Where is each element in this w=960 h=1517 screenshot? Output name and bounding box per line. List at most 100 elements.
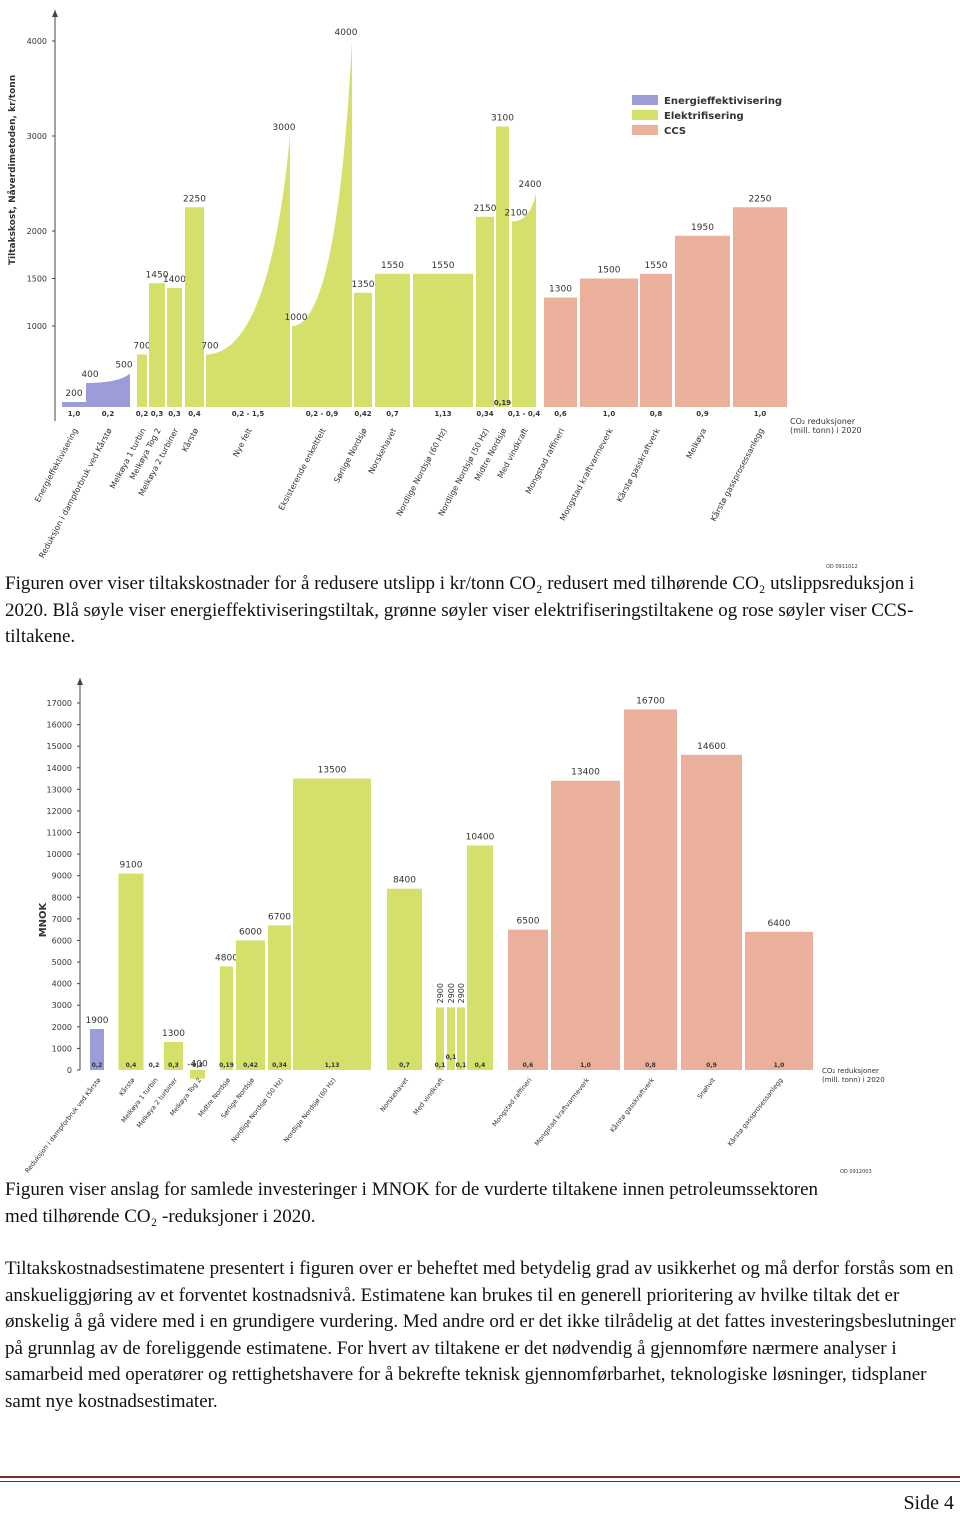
bar bbox=[508, 929, 548, 1070]
bar bbox=[236, 940, 265, 1070]
co2-label: 1,0 bbox=[754, 410, 767, 418]
co2-label: 0,34 bbox=[272, 1062, 287, 1069]
y-tick-label: 8000 bbox=[52, 893, 72, 902]
y-axis-label: MNOK bbox=[38, 901, 49, 937]
x-tick-label: Mongstad kraftvarmeverk bbox=[533, 1076, 591, 1147]
page-number: Side 4 bbox=[903, 1492, 954, 1514]
range-area bbox=[206, 136, 290, 407]
value-label: 1950 bbox=[691, 223, 714, 233]
co2-label: 0,19 bbox=[494, 399, 511, 407]
bar bbox=[185, 207, 204, 407]
value-label: 3100 bbox=[491, 114, 514, 124]
value-label: 400 bbox=[81, 370, 98, 380]
bar bbox=[745, 931, 813, 1070]
y-axis-label: Tiltakskost, Nåverdimetoden, kr/tonn bbox=[7, 75, 18, 265]
x-tick-label: Norskehavet bbox=[367, 427, 399, 476]
y-tick-label: 2000 bbox=[27, 227, 47, 236]
bar bbox=[436, 1007, 444, 1070]
co2-label: 1,13 bbox=[325, 1062, 340, 1069]
co2-label: 1,0 bbox=[603, 410, 616, 418]
bar bbox=[496, 126, 509, 407]
bar bbox=[640, 273, 672, 407]
value-label: 6400 bbox=[768, 919, 791, 929]
value-label: 2250 bbox=[183, 194, 206, 204]
co2-label: 0,42 bbox=[354, 410, 371, 418]
co2-label: 0,3 bbox=[151, 410, 164, 418]
y-tick-label: 5000 bbox=[52, 958, 72, 967]
bar bbox=[167, 288, 182, 407]
value-label: 1400 bbox=[163, 275, 186, 285]
y-tick-label: 6000 bbox=[52, 936, 72, 945]
x-tick-label: Mongstad raffineri bbox=[491, 1076, 534, 1128]
co2-label: 0,8 bbox=[645, 1062, 656, 1069]
bar bbox=[375, 273, 410, 407]
co2-label: 0,2 - 0,9 bbox=[306, 410, 339, 418]
y-tick-label: 15000 bbox=[47, 742, 72, 751]
value-label: 1550 bbox=[645, 261, 668, 271]
axis-arrow bbox=[77, 678, 83, 685]
x-tick-label: Kårstø gassprosessanlegg bbox=[725, 1076, 784, 1148]
y-tick-label: 14000 bbox=[47, 764, 72, 773]
value-label: 1000 bbox=[285, 313, 308, 323]
co2-label: 0,2 bbox=[92, 1062, 103, 1069]
value-label: 16700 bbox=[636, 696, 665, 706]
bar bbox=[447, 1007, 455, 1070]
y-tick-label: 16000 bbox=[47, 721, 72, 730]
co2-label: 0,4 bbox=[126, 1062, 137, 1069]
co2-label: 0,42 bbox=[243, 1062, 258, 1069]
x-tick-label: Eksisterende enkeltfelt bbox=[277, 427, 328, 512]
value-label: 700 bbox=[133, 342, 150, 352]
y-tick-label: 1000 bbox=[27, 322, 47, 331]
bar bbox=[268, 925, 291, 1070]
y-tick-label: 11000 bbox=[47, 829, 72, 838]
value-label: 13400 bbox=[571, 768, 600, 778]
value-label: 10400 bbox=[466, 832, 495, 842]
value-label: 13500 bbox=[318, 766, 347, 776]
value-label: 500 bbox=[115, 361, 132, 371]
co2-label: 0,1 bbox=[456, 1062, 467, 1069]
range-area bbox=[512, 193, 536, 407]
legend-swatch bbox=[632, 110, 658, 120]
bar bbox=[62, 402, 86, 407]
co2-axis-label: (mill. tonn) i 2020 bbox=[822, 1076, 885, 1084]
y-tick-label: 3000 bbox=[27, 132, 47, 141]
co2-label: 0,9 bbox=[696, 410, 709, 418]
y-tick-label: 2000 bbox=[52, 1023, 72, 1032]
value-label: 14600 bbox=[697, 742, 726, 752]
value-label: 700 bbox=[201, 342, 218, 352]
co2-label: 0,6 bbox=[554, 410, 567, 418]
co2-label: 0,2 bbox=[102, 410, 115, 418]
co2-axis-label: (mill. tonn) i 2020 bbox=[790, 426, 862, 435]
bar bbox=[551, 780, 620, 1070]
co2-label: 0,4 bbox=[475, 1062, 486, 1069]
y-tick-label: 10000 bbox=[47, 850, 72, 859]
co2-label: 1,13 bbox=[434, 410, 451, 418]
x-tick-label: Mongstad raffineri bbox=[524, 427, 566, 496]
value-label: 2400 bbox=[519, 180, 542, 190]
footer-rule bbox=[0, 1476, 960, 1478]
value-label: 1300 bbox=[162, 1029, 185, 1039]
co2-label: 0,1 bbox=[446, 1054, 457, 1061]
co2-label: 0,1 - 0,4 bbox=[508, 410, 541, 418]
x-tick-label: Nordlige Nordsjø (60 Hz) bbox=[282, 1076, 337, 1144]
co2-label: 0,7 bbox=[386, 410, 399, 418]
bar bbox=[733, 207, 787, 407]
value-label: 1550 bbox=[381, 261, 404, 271]
value-label: 1900 bbox=[86, 1016, 109, 1026]
value-label: 6700 bbox=[268, 912, 291, 922]
value-label: 2250 bbox=[749, 194, 772, 204]
co2-label: 0,9 bbox=[706, 1062, 717, 1069]
x-tick-label: Kårstø gassprosessanlegg bbox=[708, 426, 766, 523]
value-label: 6000 bbox=[239, 927, 262, 937]
co2-label: 0,34 bbox=[476, 410, 493, 418]
x-tick-label: Snøhvit bbox=[696, 1076, 718, 1101]
bar bbox=[387, 888, 422, 1070]
value-label: 2900 bbox=[436, 983, 445, 1003]
bar bbox=[413, 273, 473, 407]
bar bbox=[149, 283, 165, 407]
co2-label: 0,19 bbox=[219, 1062, 234, 1069]
bar bbox=[137, 354, 147, 407]
x-tick-label: Reduksjon i dampforbruk ved Kårstø bbox=[23, 1076, 103, 1175]
y-tick-label: 17000 bbox=[47, 699, 72, 708]
